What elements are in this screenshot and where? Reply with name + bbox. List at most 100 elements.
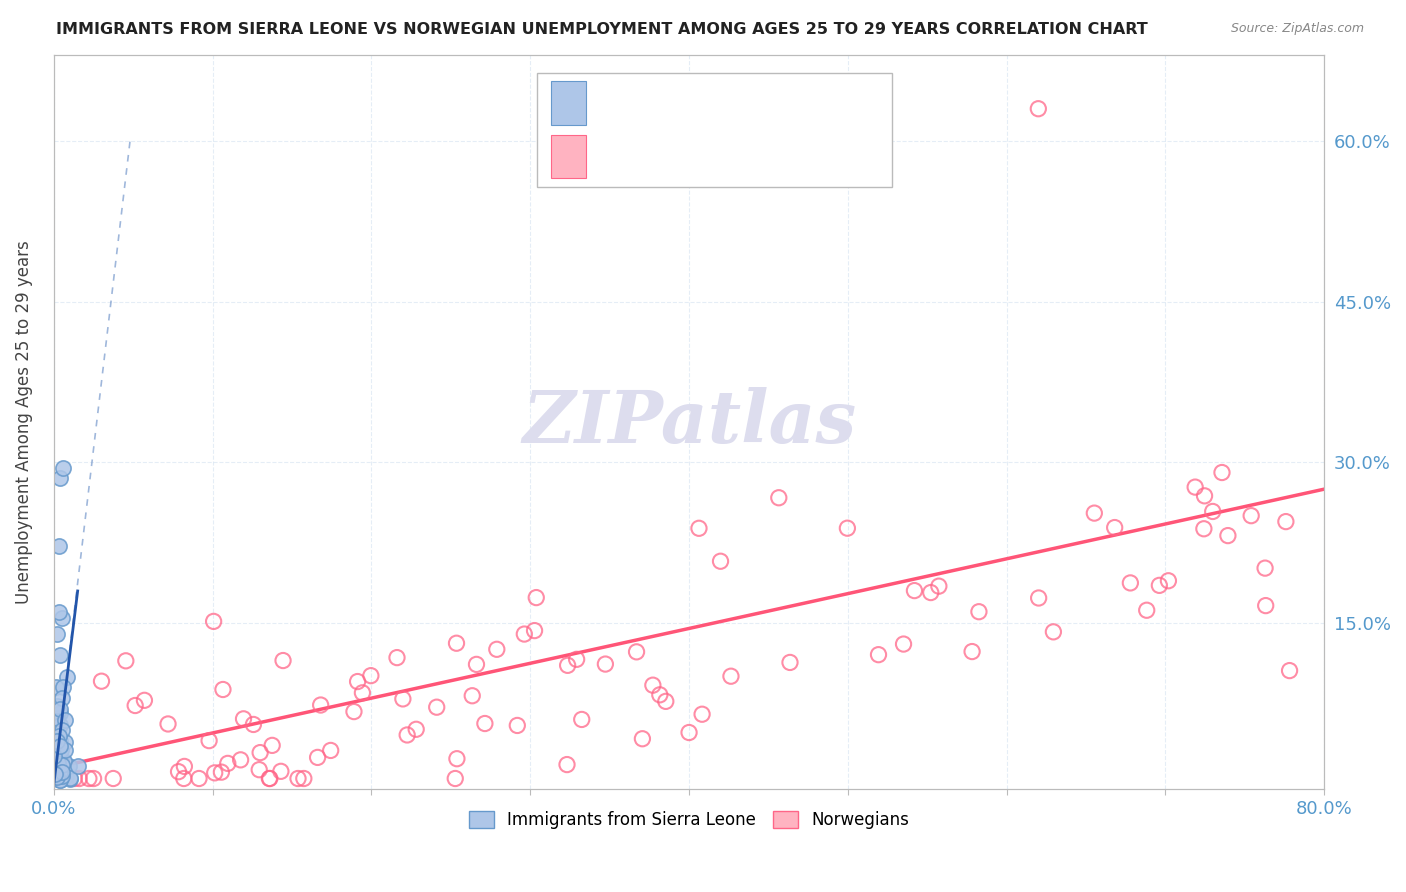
Point bbox=[571, 713, 593, 727]
Point bbox=[48, 746, 70, 760]
Point bbox=[262, 739, 284, 753]
Point bbox=[51, 766, 73, 780]
Point bbox=[1184, 480, 1206, 494]
Point bbox=[44, 744, 66, 758]
Point bbox=[1119, 575, 1142, 590]
Point bbox=[46, 698, 69, 713]
Legend: Immigrants from Sierra Leone, Norwegians: Immigrants from Sierra Leone, Norwegians bbox=[463, 805, 915, 836]
Point bbox=[343, 705, 366, 719]
Point bbox=[641, 678, 664, 692]
Point bbox=[446, 752, 468, 766]
Point bbox=[42, 758, 65, 772]
Point bbox=[346, 674, 368, 689]
Point bbox=[48, 606, 70, 620]
Point bbox=[465, 657, 488, 672]
Point bbox=[58, 759, 80, 773]
Point bbox=[1254, 561, 1277, 575]
Point bbox=[52, 681, 75, 695]
Point bbox=[49, 733, 72, 747]
Point bbox=[51, 611, 73, 625]
Point bbox=[565, 652, 588, 666]
Point bbox=[44, 748, 66, 763]
Point bbox=[77, 772, 100, 786]
Point bbox=[1211, 466, 1233, 480]
Point bbox=[53, 713, 76, 727]
Point bbox=[1216, 528, 1239, 542]
Point bbox=[271, 654, 294, 668]
Point bbox=[360, 668, 382, 682]
Point bbox=[506, 718, 529, 732]
Point bbox=[44, 760, 66, 774]
Point bbox=[249, 746, 271, 760]
Point bbox=[655, 694, 678, 708]
Point bbox=[55, 670, 77, 684]
Point bbox=[960, 644, 983, 658]
Point bbox=[202, 615, 225, 629]
Point bbox=[83, 772, 105, 786]
Point bbox=[49, 471, 72, 485]
Point bbox=[51, 743, 73, 757]
Point bbox=[446, 636, 468, 650]
Point bbox=[352, 686, 374, 700]
Point bbox=[49, 718, 72, 732]
Point bbox=[678, 725, 700, 739]
Point bbox=[49, 772, 72, 787]
Point bbox=[52, 755, 75, 769]
Point bbox=[44, 758, 66, 772]
Point bbox=[59, 772, 82, 786]
Point bbox=[49, 773, 72, 788]
Point bbox=[631, 731, 654, 746]
Point bbox=[779, 656, 801, 670]
Point bbox=[49, 648, 72, 663]
Point bbox=[45, 750, 67, 764]
Point bbox=[48, 764, 70, 778]
Point bbox=[46, 756, 69, 771]
Text: ZIPatlas: ZIPatlas bbox=[522, 386, 856, 458]
Point bbox=[319, 743, 342, 757]
Point bbox=[52, 460, 75, 475]
Point bbox=[837, 521, 859, 535]
Point bbox=[405, 723, 427, 737]
Point bbox=[768, 491, 790, 505]
Point bbox=[1104, 520, 1126, 534]
Point bbox=[67, 758, 90, 772]
Point bbox=[648, 688, 671, 702]
Y-axis label: Unemployment Among Ages 25 to 29 years: Unemployment Among Ages 25 to 29 years bbox=[15, 240, 32, 604]
Point bbox=[53, 734, 76, 748]
Point bbox=[46, 772, 69, 786]
Point bbox=[49, 706, 72, 721]
Point bbox=[45, 754, 67, 768]
Point bbox=[46, 734, 69, 748]
Point bbox=[444, 772, 467, 786]
Point bbox=[114, 654, 136, 668]
Point bbox=[1275, 515, 1298, 529]
Point bbox=[485, 642, 508, 657]
Point bbox=[124, 698, 146, 713]
Point bbox=[46, 711, 69, 725]
Point bbox=[48, 729, 70, 743]
Point bbox=[42, 769, 65, 783]
Text: Source: ZipAtlas.com: Source: ZipAtlas.com bbox=[1230, 22, 1364, 36]
Point bbox=[474, 716, 496, 731]
Point bbox=[1240, 508, 1263, 523]
Point bbox=[903, 583, 925, 598]
Point bbox=[45, 680, 67, 694]
Point bbox=[46, 627, 69, 641]
Point bbox=[928, 579, 950, 593]
Point bbox=[595, 657, 617, 671]
Point bbox=[173, 772, 195, 786]
Point bbox=[217, 756, 239, 771]
Point bbox=[1202, 504, 1225, 518]
Point bbox=[51, 691, 73, 706]
Point bbox=[103, 772, 125, 786]
Point bbox=[523, 624, 546, 638]
Point bbox=[51, 723, 73, 738]
Point bbox=[44, 766, 66, 780]
Point bbox=[229, 753, 252, 767]
Point bbox=[1026, 102, 1049, 116]
Point bbox=[53, 742, 76, 756]
Point bbox=[426, 700, 449, 714]
Point bbox=[49, 764, 72, 779]
Point bbox=[48, 752, 70, 766]
Point bbox=[49, 739, 72, 754]
